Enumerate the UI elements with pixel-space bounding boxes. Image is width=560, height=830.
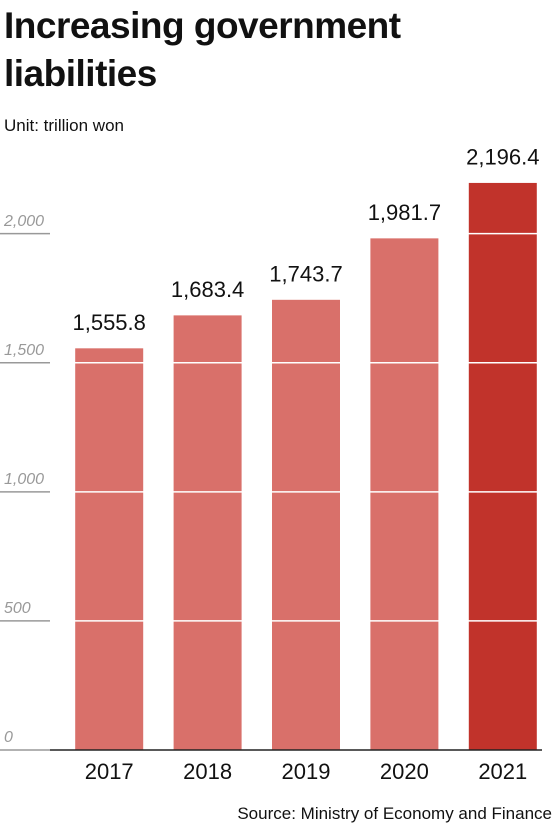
x-tick-label: 2017: [85, 759, 134, 784]
bar: [75, 348, 144, 750]
value-label: 1,555.8: [72, 310, 145, 335]
bar: [173, 315, 242, 750]
y-tick-label: 2,000: [3, 213, 44, 230]
x-tick-label: 2019: [282, 759, 331, 784]
y-tick-label: 1,500: [4, 342, 44, 359]
chart-title: Increasing government liabilities: [4, 5, 401, 94]
y-tick-label: 1,000: [4, 471, 44, 488]
value-label: 2,196.4: [466, 145, 539, 170]
value-label: 1,981.7: [368, 200, 441, 225]
y-tick-label: 0: [4, 729, 13, 746]
bar: [468, 182, 537, 751]
bar: [272, 299, 340, 750]
bar: [370, 238, 439, 750]
x-tick-label: 2018: [183, 759, 232, 784]
value-label: 1,683.4: [171, 277, 244, 302]
unit-label: Unit: trillion won: [4, 116, 124, 135]
x-tick-label: 2020: [380, 759, 429, 784]
y-tick-label: 500: [4, 600, 31, 617]
x-tick-label: 2021: [478, 759, 527, 784]
source: Source: Ministry of Economy and Finance: [237, 804, 552, 823]
value-label: 1,743.7: [269, 262, 342, 287]
